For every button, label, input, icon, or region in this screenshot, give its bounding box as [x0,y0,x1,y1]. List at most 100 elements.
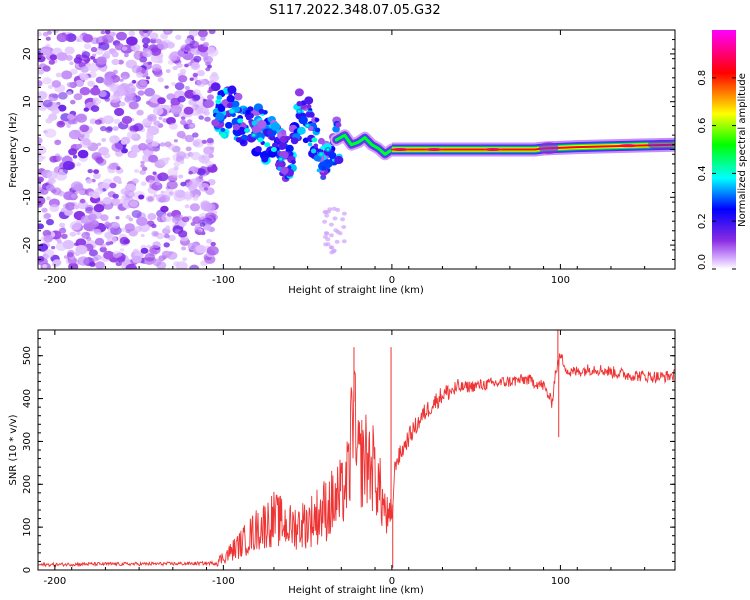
signal-tail-blob [325,237,331,242]
noise-speckle [63,255,69,259]
noise-speckle [73,204,80,210]
noise-speckle [95,261,105,269]
noise-speckle [201,139,207,144]
noise-speckle [168,53,178,61]
signal-tail-blob [328,222,334,227]
noise-speckle [56,32,68,43]
noise-speckle [196,69,205,77]
noise-speckle [70,99,76,105]
noise-speckle [151,230,160,237]
signal-tail-blob [341,211,347,216]
noise-speckle [203,146,215,155]
noise-speckle [187,62,193,66]
noise-speckle [38,80,43,87]
noise-speckle [82,34,94,43]
noise-speckle [80,215,92,225]
noise-speckle [114,107,125,117]
snr-y-tick-label: 400 [22,389,33,408]
noise-speckle [98,41,110,51]
noise-speckle [206,245,219,256]
colorbar: 0.0 0.2 0.4 0.6 0.8 Normalized spectral ampl… [697,30,748,270]
noise-speckle [109,182,117,189]
noise-speckle [38,98,43,102]
noise-speckle [69,61,74,66]
signal-blob [217,105,226,112]
noise-speckle [187,119,193,124]
snr-y-axis-label: SNR (10 * v/v) [8,414,19,485]
spectrogram-x-tick-label: 0 [389,275,395,286]
noise-speckle [111,51,119,58]
noise-speckle [189,178,200,187]
noise-speckle [167,168,179,177]
signal-blob [215,112,225,121]
noise-speckle [88,249,98,257]
colorbar-tick-label: 0.6 [697,118,708,134]
noise-speckle [87,169,93,174]
noise-speckle [112,193,119,199]
noise-speckle [58,227,67,234]
noise-speckle [198,115,204,120]
signal-peak-core [326,148,330,151]
noise-speckle [100,30,106,35]
noise-speckle [165,69,171,74]
signal-tail-blob [340,217,346,222]
noise-speckle [94,119,102,125]
carrier-hotspot [483,148,503,151]
noise-speckle [189,203,200,212]
noise-speckle [170,105,183,115]
noise-speckle [166,212,173,217]
signal-blob [320,146,325,150]
noise-speckle [56,120,66,128]
noise-speckle [189,123,195,128]
noise-speckle [142,166,148,171]
noise-speckle [165,30,171,33]
noise-speckle [180,134,187,140]
signal-blob [270,122,281,131]
noise-speckle [69,221,82,231]
noise-speckle [79,198,86,204]
noise-speckle [188,170,193,175]
noise-speckle [188,185,196,192]
noise-speckle [80,133,85,138]
noise-speckle [66,82,74,88]
noise-speckle [38,195,46,206]
noise-speckle [134,169,140,173]
noise-speckle [140,160,145,165]
noise-speckle [192,89,201,96]
snr-content [38,330,675,568]
noise-speckle [56,52,68,61]
noise-speckle [169,122,178,130]
signal-blob [306,104,312,109]
noise-speckle [164,85,169,89]
noise-speckle [38,182,42,188]
snr-x-tick-label: 100 [551,576,570,587]
noise-speckle [51,245,56,250]
noise-speckle [43,213,52,219]
noise-speckle [90,105,100,112]
signal-blob [256,119,267,129]
snr-y-tick-label: 0 [22,567,33,573]
noise-speckle [164,141,172,148]
noise-speckle [131,210,142,218]
noise-speckle [79,87,91,96]
noise-speckle [153,193,158,198]
noise-speckle [189,77,194,81]
noise-speckle [38,145,47,155]
spectrogram-x-tick-label: -100 [212,275,235,286]
noise-speckle [130,43,141,52]
noise-speckle [141,37,151,45]
noise-speckle [160,33,169,40]
noise-speckle [192,72,198,78]
noise-speckle [78,190,85,195]
noise-speckle [49,204,60,213]
noise-speckle [113,118,121,125]
signal-blob [304,96,314,105]
noise-speckle [92,53,97,57]
noise-speckle [102,34,114,44]
noise-speckle [173,139,178,143]
signal-blob [334,155,344,165]
signal-peak-core [245,129,249,132]
noise-speckle [66,124,71,128]
noise-speckle [46,218,54,226]
noise-speckle [181,246,187,251]
